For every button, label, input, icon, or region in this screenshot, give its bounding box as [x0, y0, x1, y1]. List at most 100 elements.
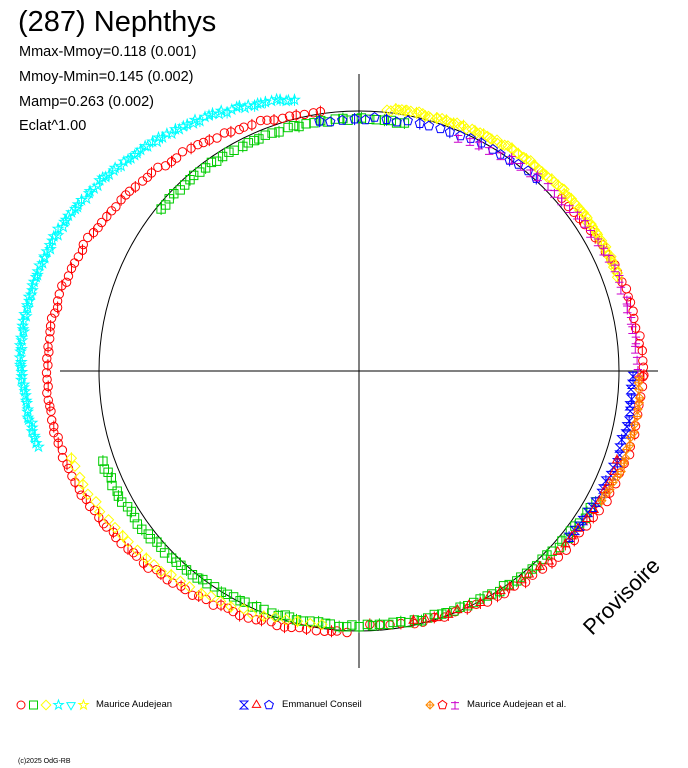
data-point-square [554, 542, 565, 553]
data-point-circle [234, 124, 245, 135]
data-point-circle [272, 620, 282, 631]
data-point-star [14, 373, 28, 386]
data-point-square [249, 135, 259, 146]
data-point-circle [239, 122, 249, 132]
data-point-diamond [77, 478, 89, 491]
data-point-diamond [602, 250, 614, 262]
data-point-diamond [109, 521, 121, 534]
legend-symbol-triangle-down [65, 702, 77, 711]
data-point-star [254, 96, 268, 109]
data-point-diamond [417, 107, 429, 120]
data-point-square [113, 490, 124, 503]
data-point-square [371, 114, 381, 125]
data-point-diamond-cross [616, 466, 626, 477]
data-point-trident [632, 355, 642, 365]
data-point-diamond-cross [629, 427, 639, 438]
data-point-diamond [444, 117, 457, 129]
legend-symbol-pentagon [437, 699, 448, 710]
legend-symbols [16, 698, 459, 711]
data-point-square [416, 614, 427, 627]
data-point-diamond [304, 617, 316, 630]
data-point-square [254, 132, 264, 145]
data-point-star [18, 307, 32, 320]
data-point-triangle [543, 555, 555, 565]
data-point-triangle [475, 596, 486, 609]
legend-label-audejean-et-al: Maurice Audejean et al. [467, 699, 567, 710]
data-point-circle [635, 331, 645, 341]
data-point-square [334, 620, 344, 633]
data-point-pentagon [381, 113, 392, 126]
data-point-hourglass [626, 393, 638, 406]
data-point-circle [160, 161, 171, 171]
data-point-triangle [504, 581, 515, 594]
data-point-diamond [451, 117, 463, 129]
data-point-circle [57, 279, 67, 292]
data-point-square [238, 140, 248, 153]
data-point-square [396, 615, 406, 628]
data-point-star [156, 130, 169, 144]
data-point-triangle [560, 538, 571, 551]
data-point-square [195, 167, 205, 177]
data-point-hourglass [600, 475, 612, 488]
data-point-circle [177, 147, 188, 157]
data-point-triangle [523, 568, 535, 578]
data-point-trident [507, 153, 516, 165]
data-point-diamond [588, 224, 600, 236]
data-point-hourglass [582, 507, 594, 518]
data-point-circle [128, 548, 139, 558]
data-point-circle [45, 320, 56, 333]
data-point-square [106, 471, 117, 484]
data-point-star [25, 424, 39, 437]
data-point-circle [42, 374, 52, 385]
data-point-trident [465, 136, 475, 146]
data-point-square [260, 130, 270, 140]
data-point-square [112, 486, 122, 496]
data-point-diamond [422, 110, 435, 123]
data-point-circle [553, 552, 564, 562]
data-point-diamond [90, 496, 102, 508]
data-point-circle [143, 563, 153, 573]
data-point-triangle [483, 590, 495, 600]
data-point-circle [247, 118, 257, 131]
data-point-diamond [396, 103, 408, 116]
data-point-triangle [608, 465, 620, 475]
data-point-circle [137, 176, 148, 186]
data-point-circle [342, 627, 352, 638]
legend-symbol-circle [16, 700, 26, 710]
data-point-diamond-cross [632, 411, 643, 422]
data-point-diamond [393, 104, 405, 116]
data-point-circle [269, 114, 279, 126]
data-point-star [13, 358, 27, 371]
data-point-circle [108, 526, 119, 539]
data-point-trident [616, 285, 626, 295]
data-point-trident [628, 325, 637, 334]
data-point-circle [74, 484, 85, 495]
data-point-circle [187, 590, 198, 600]
data-point-star [82, 186, 96, 199]
data-point-diamond-cross [620, 453, 631, 464]
data-point-star [265, 94, 279, 107]
data-point-circle [88, 226, 99, 239]
data-point-diamond [410, 106, 423, 119]
data-point-square [532, 561, 542, 571]
data-point-circle [94, 511, 104, 524]
data-point-circle [89, 505, 100, 516]
data-point-triangle [552, 545, 563, 555]
data-point-star [56, 220, 70, 233]
data-point-diamond [245, 608, 258, 620]
data-point-diamond-cross [596, 494, 607, 507]
data-point-star [117, 154, 131, 168]
data-point-pentagon [314, 115, 325, 128]
data-point-trident [593, 237, 603, 247]
data-point-square [187, 570, 198, 580]
data-point-square [267, 128, 277, 138]
data-point-circle [82, 232, 93, 243]
data-point-triangle [581, 512, 593, 525]
data-point-triangle [604, 476, 615, 486]
data-point-diamond [466, 123, 478, 136]
data-point-diamond [280, 614, 292, 626]
data-point-star [19, 394, 33, 407]
legend-symbol-star [52, 698, 65, 711]
data-point-circle [198, 137, 209, 148]
